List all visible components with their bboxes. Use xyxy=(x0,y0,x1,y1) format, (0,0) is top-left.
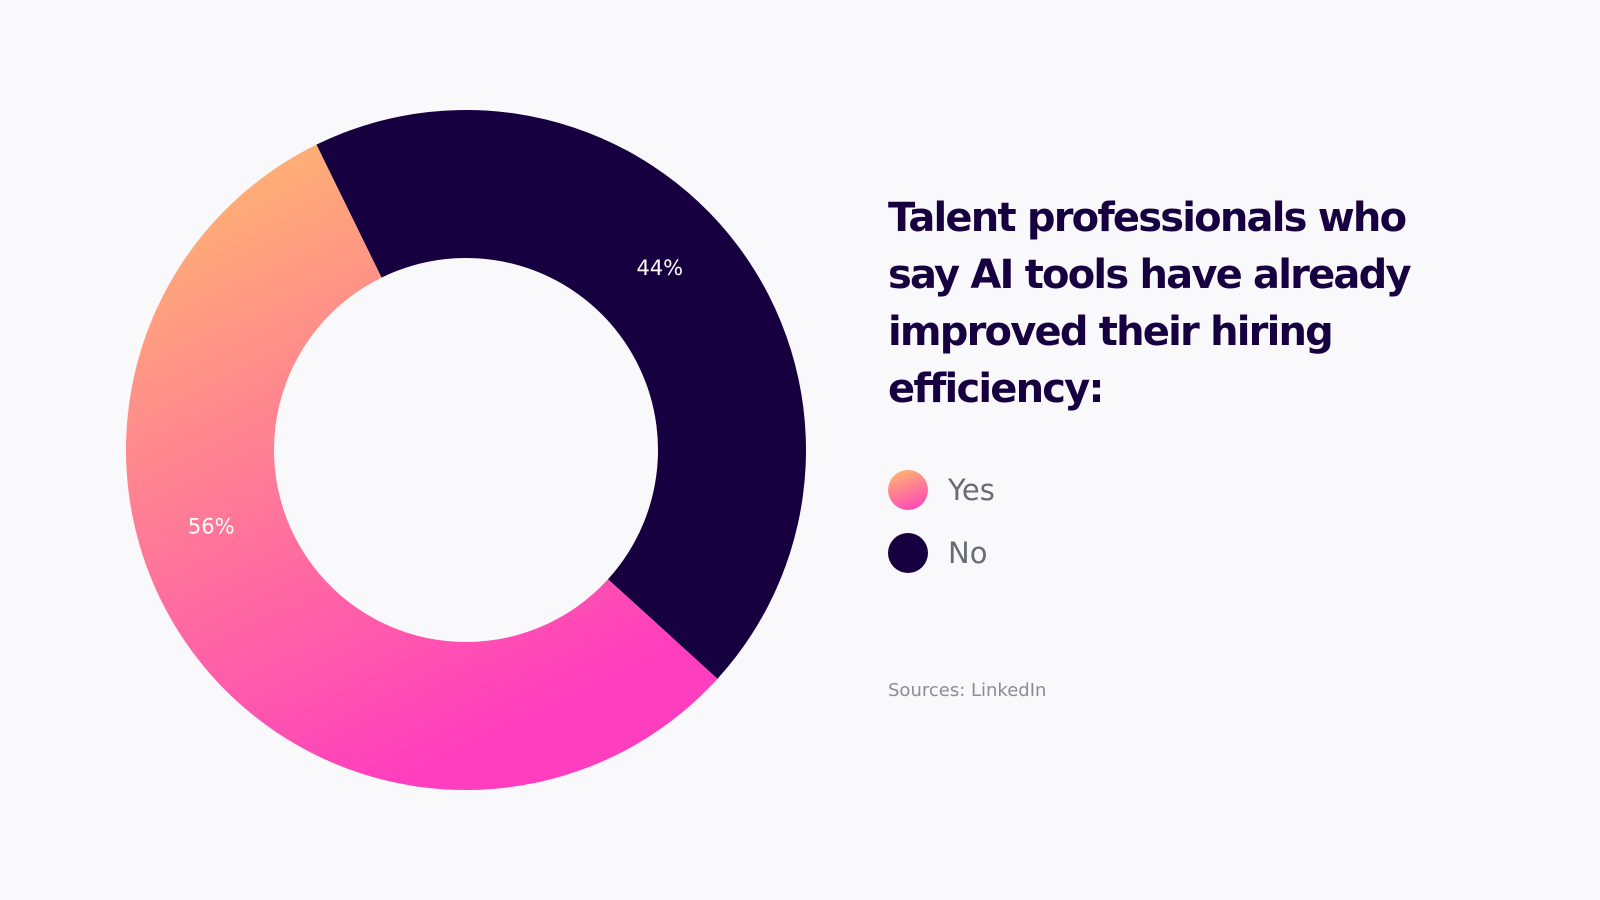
slice-yes xyxy=(126,144,718,790)
legend-item-yes: Yes xyxy=(888,470,995,510)
slice-no xyxy=(316,109,806,679)
slice-label-yes: 56% xyxy=(188,515,235,539)
legend: Yes No xyxy=(888,470,995,596)
legend-swatch-yes xyxy=(888,470,928,510)
legend-swatch-no xyxy=(888,533,928,573)
chart-title: Talent professionals who say AI tools ha… xyxy=(888,195,1412,412)
donut-chart: 44% 56% xyxy=(126,109,806,790)
legend-label-no: No xyxy=(948,536,988,570)
legend-item-no: No xyxy=(888,533,995,573)
slice-label-no: 44% xyxy=(636,256,683,280)
legend-label-yes: Yes xyxy=(948,473,995,507)
source-note: Sources: LinkedIn xyxy=(888,680,1047,701)
